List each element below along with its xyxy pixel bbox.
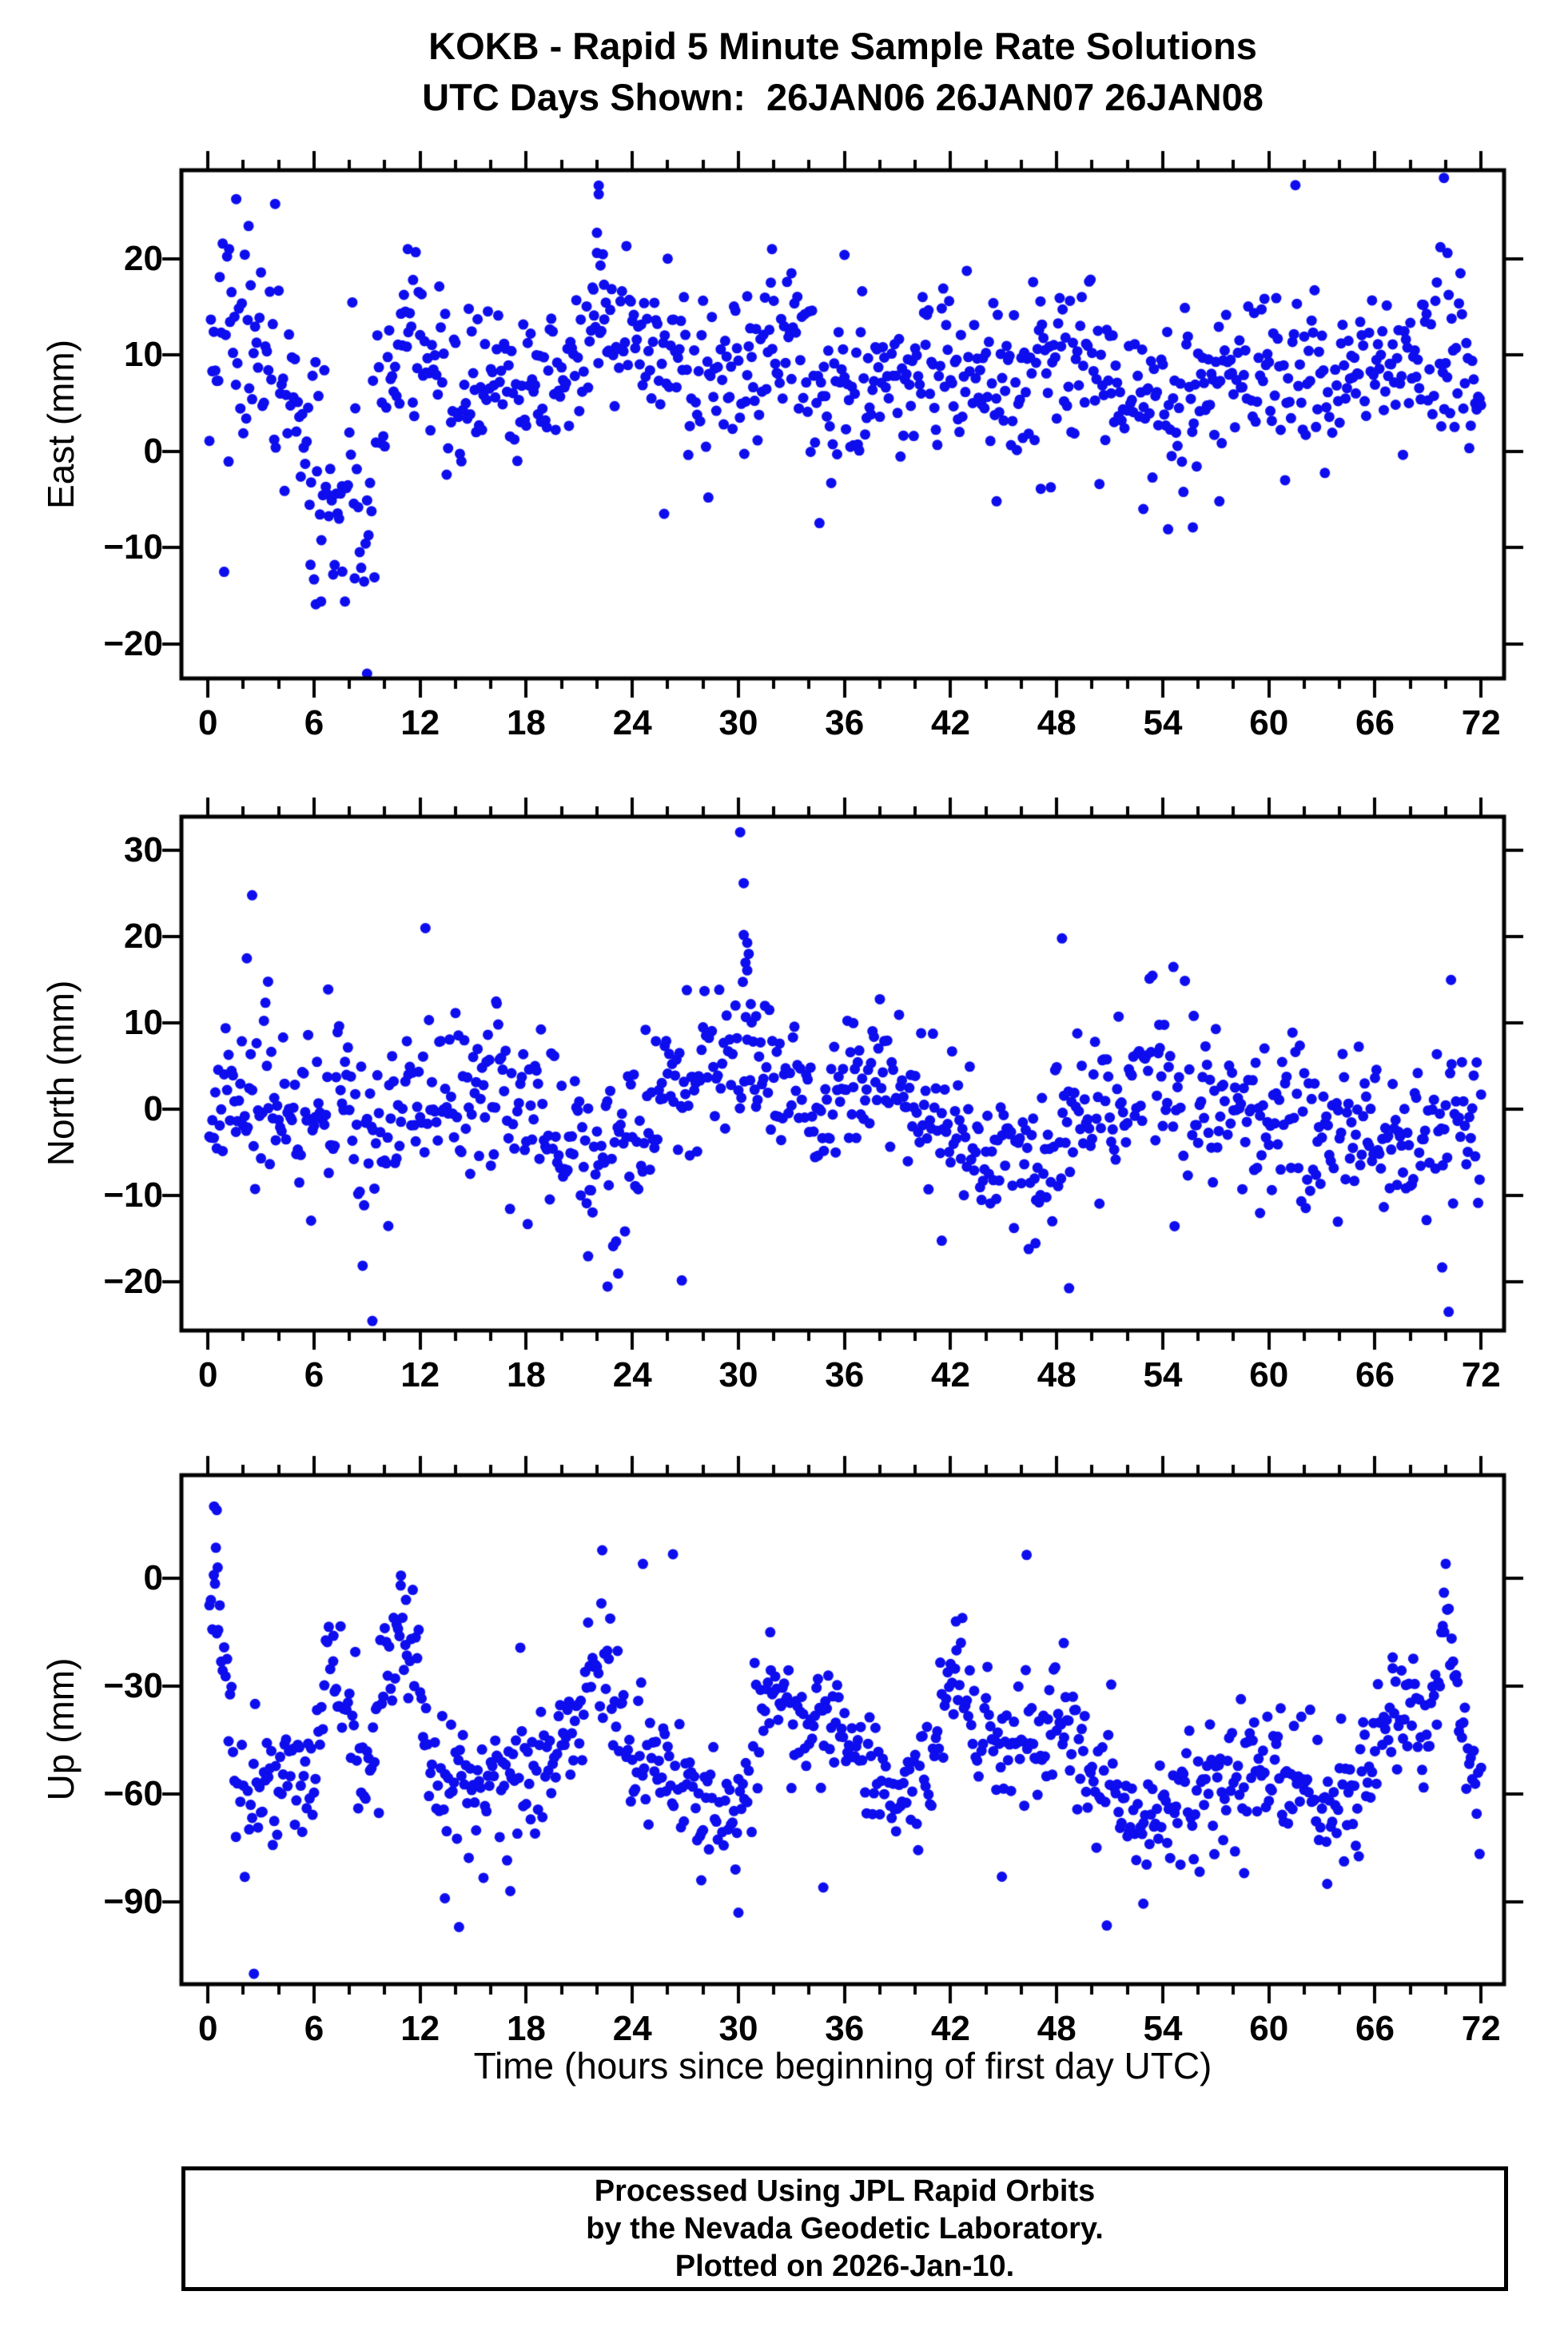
plot-title: KOKB - Rapid 5 Minute Sample Rate Soluti… [181,21,1504,123]
y-tick-label: 0 [143,1089,163,1129]
x-tick-label: 54 [1143,703,1183,742]
x-tick-label: 30 [718,703,758,742]
x-tick-label: 36 [825,1355,865,1394]
x-tick-label: 18 [506,2009,546,2048]
x-tick-label: 72 [1461,2009,1501,2048]
x-tick-label: 66 [1355,703,1395,742]
y-tick-label: 0 [143,1558,163,1598]
footer-box: Processed Using JPL Rapid Orbits by the … [181,2166,1508,2291]
x-tick-label: 6 [304,703,324,742]
x-tick-label: 12 [400,703,440,742]
y-tick-label: −10 [103,1175,163,1215]
x-tick-label: 0 [197,2009,218,2048]
x-tick-label: 60 [1249,703,1289,742]
x-tick-label: 30 [718,2009,758,2048]
y-tick-label: −30 [103,1666,163,1706]
x-tick-label: 72 [1461,703,1501,742]
x-tick-label: 18 [506,1355,546,1394]
x-tick-label: 48 [1037,703,1077,742]
x-tick-label: 30 [718,1355,758,1394]
x-tick-label: 66 [1355,1355,1395,1394]
x-tick-label: 36 [825,2009,865,2048]
x-tick-label: 0 [197,703,218,742]
x-tick-label: 6 [304,2009,324,2048]
y-tick-label: −60 [103,1774,163,1814]
x-tick-label: 6 [304,1355,324,1394]
y-tick-label: −90 [103,1881,163,1921]
x-tick-label: 48 [1037,2009,1077,2048]
y-tick-label: 10 [124,1003,163,1043]
time-axis-label: Time (hours since beginning of first day… [473,2045,1212,2086]
y-tick-label: 30 [124,830,163,870]
x-tick-label: 72 [1461,1355,1501,1394]
y-tick-label: −20 [103,623,163,663]
x-tick-label: 36 [825,703,865,742]
y-tick-label: −10 [103,527,163,567]
x-tick-label: 42 [930,2009,970,2048]
x-tick-label: 48 [1037,1355,1077,1394]
x-tick-label: 24 [612,1355,652,1394]
x-tick-label: 66 [1355,2009,1395,2048]
y-tick-label: 20 [124,238,163,278]
footer-line-2: by the Nevada Geodetic Laboratory. [586,2211,1104,2246]
y-tick-label: 20 [124,917,163,957]
plot-title-line1: KOKB - Rapid 5 Minute Sample Rate Soluti… [428,25,1257,67]
x-tick-label: 54 [1143,1355,1183,1394]
x-tick-label: 42 [930,703,970,742]
x-tick-label: 54 [1143,2009,1183,2048]
footer-line-1: Processed Using JPL Rapid Orbits [594,2174,1096,2208]
x-tick-label: 24 [612,703,652,742]
y-tick-label: −20 [103,1262,163,1302]
footer-line-3: Plotted on 2026-Jan-10. [675,2249,1015,2283]
x-tick-label: 12 [400,2009,440,2048]
plot-title-line2: UTC Days Shown: 26JAN06 26JAN07 26JAN08 [422,76,1264,118]
x-tick-label: 12 [400,1355,440,1394]
x-tick-label: 60 [1249,2009,1289,2048]
x-tick-label: 24 [612,2009,652,2048]
x-tick-label: 60 [1249,1355,1289,1394]
y-tick-label: 0 [143,431,163,471]
x-tick-label: 0 [197,1355,218,1394]
x-tick-label: 18 [506,703,546,742]
x-tick-label: 42 [930,1355,970,1394]
y-tick-label: 10 [124,335,163,375]
